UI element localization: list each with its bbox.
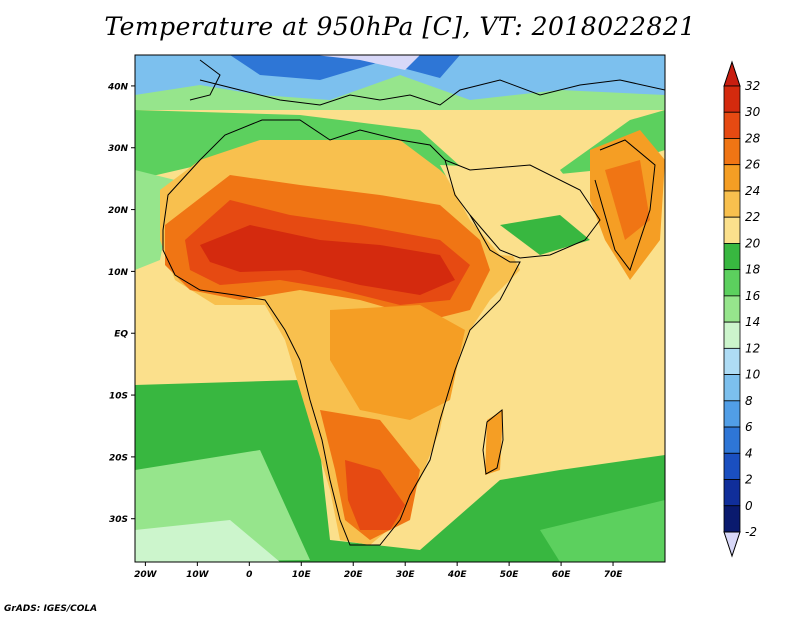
- lon-label: 70E: [604, 570, 624, 580]
- india-coastline: [594, 139, 656, 272]
- credit-text: GrADS: IGES/COLA: [4, 604, 98, 614]
- map-frame: [134, 54, 666, 563]
- colorbar-label: 12: [745, 341, 760, 355]
- lat-label: 30N: [108, 144, 129, 154]
- colorbar-label: 14: [745, 315, 760, 329]
- alps-cold: [315, 55, 420, 70]
- colorbar-label: 10: [745, 368, 761, 382]
- colorbar-swatch: [723, 295, 741, 323]
- arabian-sea-green: [500, 215, 590, 255]
- colorbar-swatch: [723, 321, 741, 349]
- colorbar-label: 32: [745, 79, 760, 93]
- europe-coastline: [199, 79, 665, 106]
- lat-label: EQ: [114, 330, 128, 340]
- lon-label: 20E: [344, 570, 364, 580]
- lat-label: 20S: [109, 453, 128, 463]
- colorbar-label: 26: [745, 158, 761, 172]
- colorbar-swatch: [723, 216, 741, 244]
- lon-label: 40E: [447, 570, 468, 580]
- madagascar-coastline: [482, 408, 504, 475]
- colorbar-swatch: [723, 111, 741, 139]
- colorbar-label: 28: [745, 131, 761, 145]
- colorbar-label: 16: [745, 289, 761, 303]
- colorbar-label: 6: [745, 420, 753, 434]
- colorbar-label: 0: [745, 499, 753, 513]
- colorbar-top-arrow: [723, 60, 741, 87]
- colorbar-label: 20: [745, 236, 761, 250]
- lon-label: 10W: [186, 570, 210, 580]
- iberia-coastline: [189, 59, 221, 101]
- latitude-labels: 40N 30N 20N 10N EQ 10S 20S 30S: [107, 82, 135, 525]
- colorbar-bottom-arrow: [723, 531, 741, 558]
- africa-coastline: [162, 119, 521, 546]
- colorbar-label: 22: [745, 210, 760, 224]
- lat-label: 10S: [109, 392, 128, 402]
- colorbar-swatch: [723, 347, 741, 375]
- colorbar-swatch: [723, 374, 741, 402]
- colorbar-swatch: [723, 505, 741, 533]
- colorbar-swatch: [723, 243, 741, 271]
- colorbar-swatch: [723, 138, 741, 166]
- longitude-labels: 20W 10W 0 10E 20E 30E 40E 50E 60E 70E: [134, 562, 623, 580]
- south-atlantic-cool: [135, 520, 280, 562]
- lat-label: 20N: [108, 206, 129, 216]
- colorbar-label: 4: [745, 446, 753, 460]
- lon-label: 50E: [500, 570, 520, 580]
- lat-label: 40N: [107, 82, 129, 92]
- colorbar-swatch: [723, 190, 741, 218]
- arabia-coastline: [444, 159, 601, 259]
- colorbar-label: 8: [745, 394, 753, 408]
- colorbar-swatch: [723, 164, 741, 192]
- colorbar-label: 2: [745, 473, 753, 487]
- sahel-hottest: [200, 225, 455, 295]
- colorbar-swatch: [723, 400, 741, 428]
- lon-label: 30E: [396, 570, 416, 580]
- colorbar-label: -2: [745, 525, 757, 539]
- lon-label: 10E: [292, 570, 312, 580]
- temperature-field: [135, 55, 665, 562]
- colorbar-swatch: [723, 85, 741, 113]
- colorbar-label: 24: [745, 184, 760, 198]
- colorbar-label: 30: [745, 105, 761, 119]
- south-africa-hot: [345, 460, 405, 530]
- colorbar-swatch: [723, 426, 741, 454]
- lon-label: 0: [246, 570, 252, 580]
- colorbar-swatch: [723, 452, 741, 480]
- colorbar-label: 18: [745, 263, 761, 277]
- colorbar-swatch: [723, 479, 741, 507]
- indian-south-green: [540, 500, 665, 562]
- coastlines: [162, 59, 665, 546]
- map-title: Temperature at 950hPa [C], VT: 201802282…: [104, 12, 696, 41]
- colorbar-swatch: [723, 269, 741, 297]
- lon-label: 60E: [552, 570, 572, 580]
- lat-label: 10N: [108, 268, 129, 278]
- lon-label: 20W: [134, 570, 158, 580]
- india-hot: [605, 160, 650, 240]
- central-africa-warm: [330, 305, 465, 420]
- lat-label: 30S: [109, 515, 128, 525]
